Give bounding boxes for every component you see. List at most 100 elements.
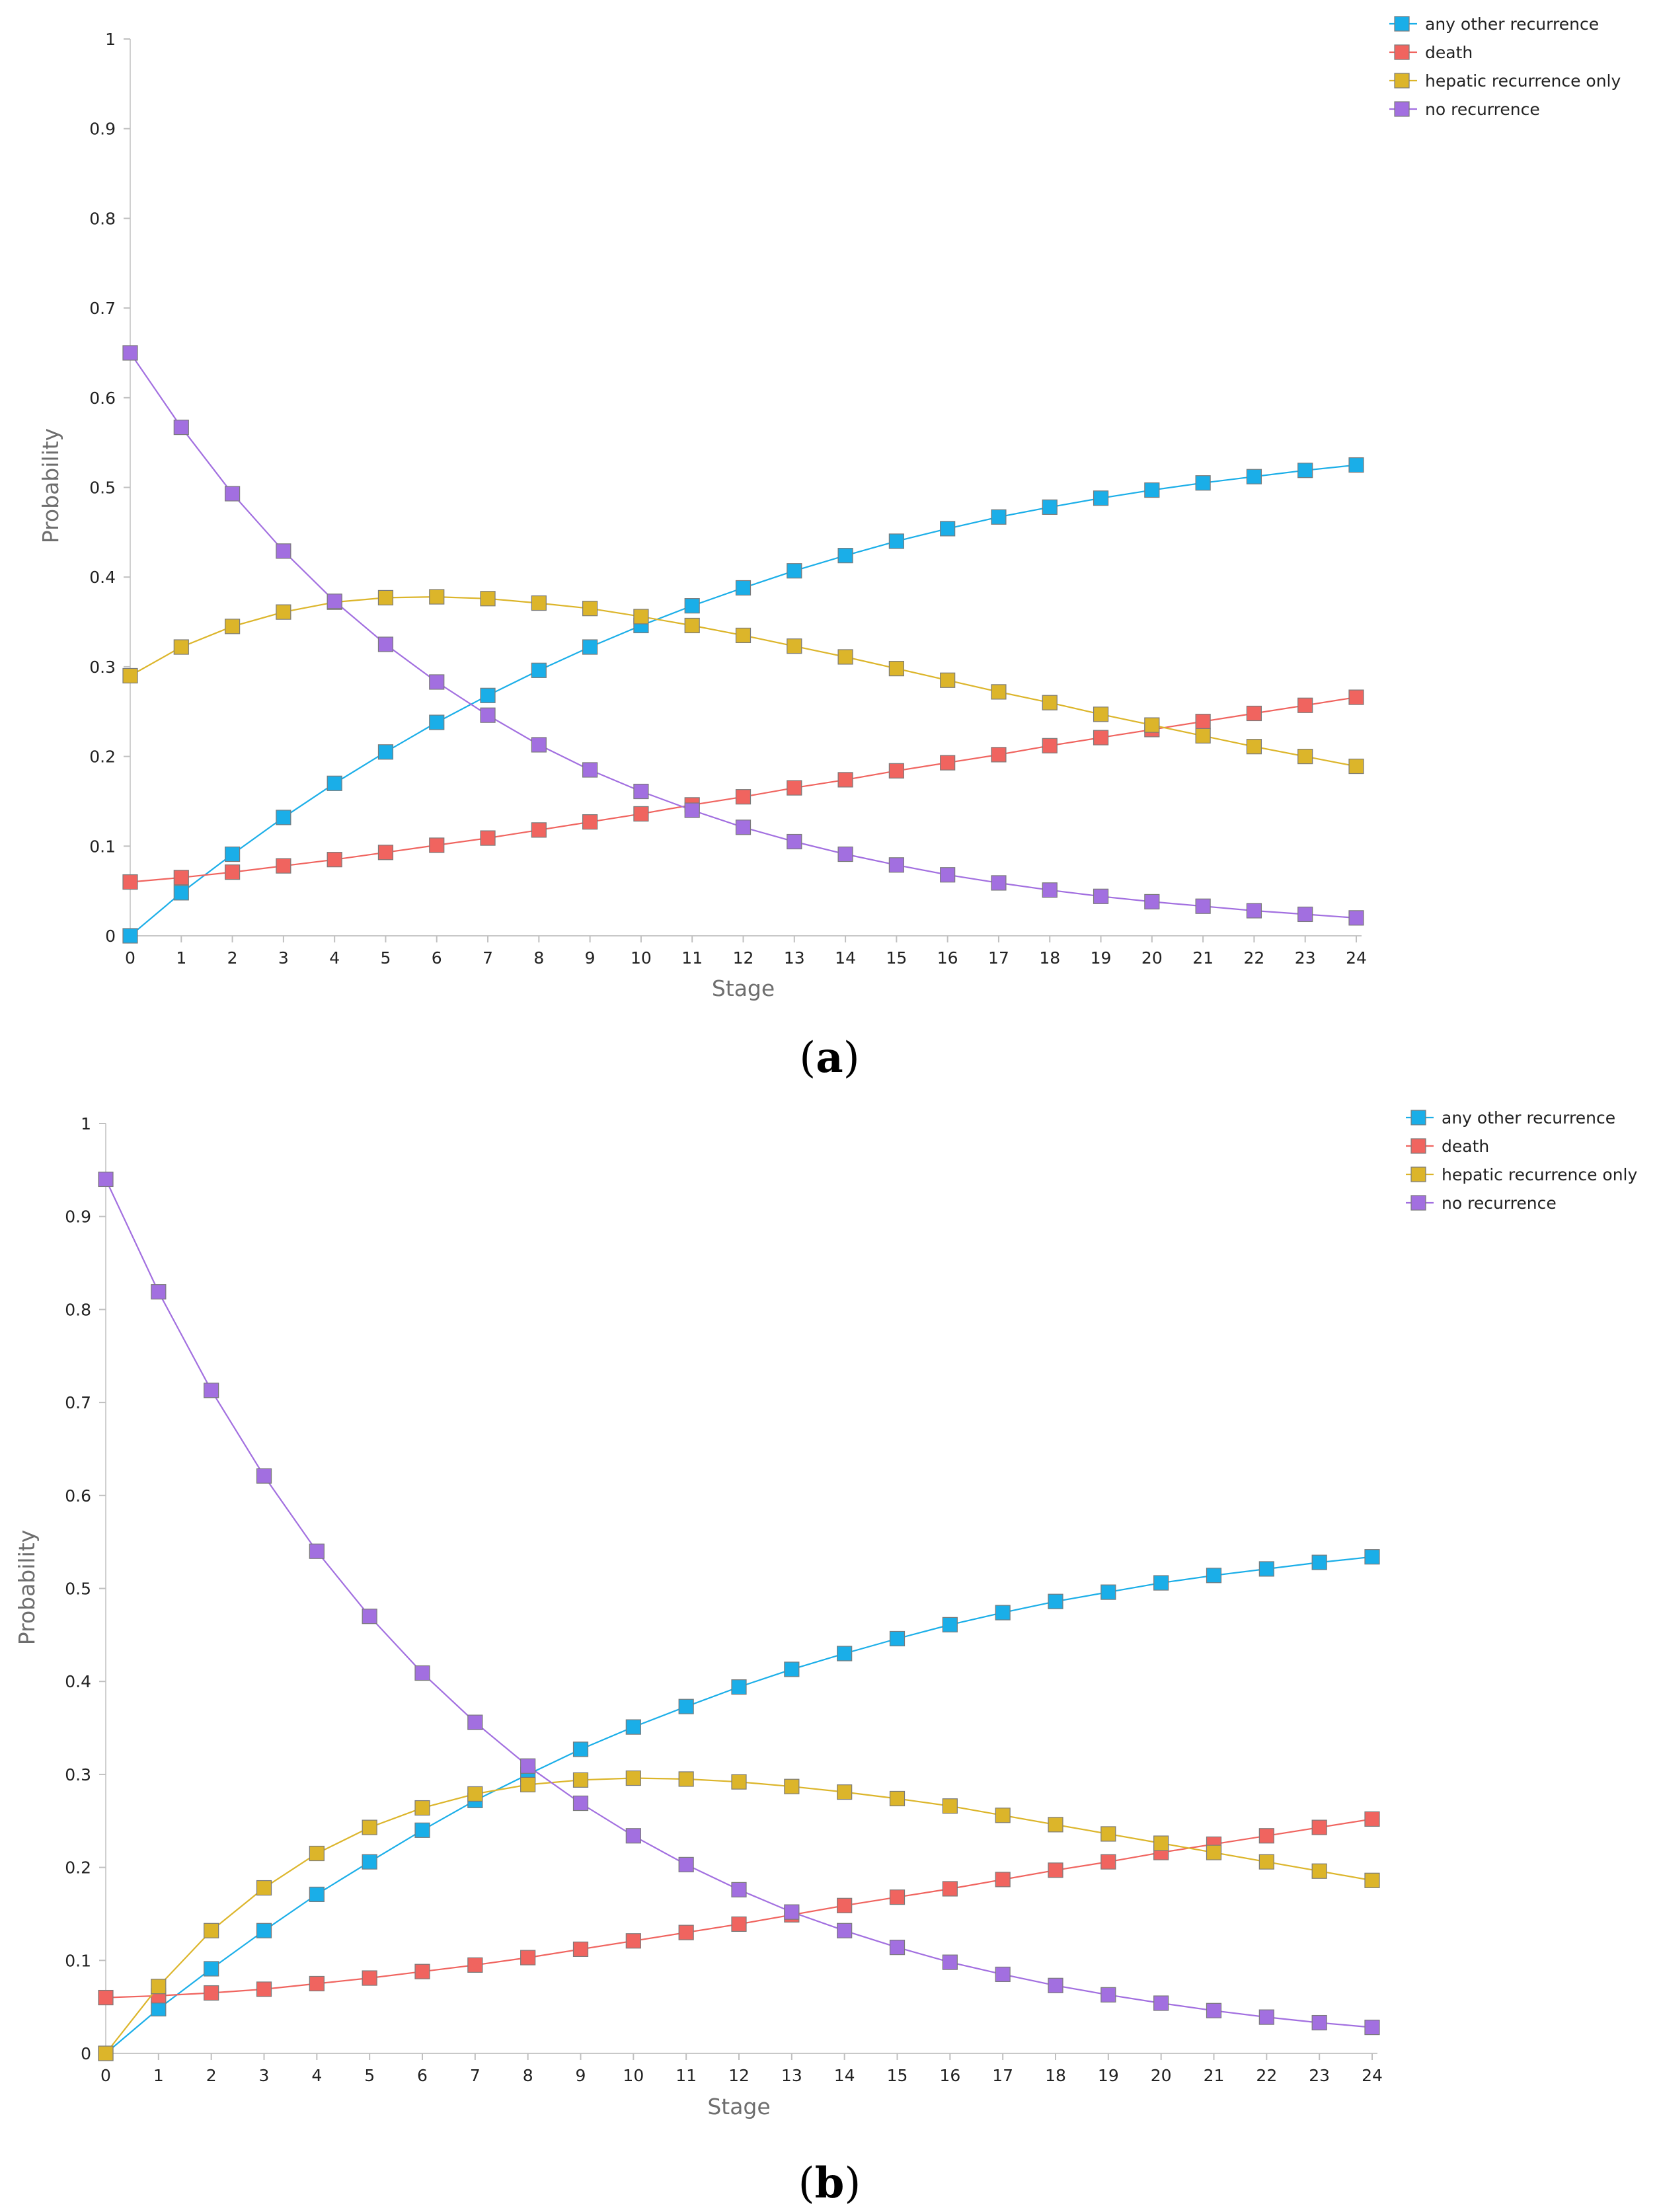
data-point-marker: [362, 1819, 377, 1835]
x-tick-label: 5: [364, 2066, 375, 2085]
legend-label: hepatic recurrence only: [1425, 71, 1621, 91]
y-tick-label: 0.4: [89, 568, 116, 587]
data-point-marker: [1100, 1854, 1116, 1870]
data-point-marker: [1093, 706, 1109, 722]
data-point-marker: [784, 1661, 800, 1677]
x-tick-label: 9: [576, 2066, 586, 2085]
y-tick-label: 0: [105, 927, 116, 946]
data-point-marker: [735, 820, 752, 835]
x-tick-label: 4: [311, 2066, 322, 2085]
data-point-marker: [837, 1897, 853, 1913]
data-point-marker: [1093, 490, 1109, 506]
data-point-marker: [1246, 739, 1262, 755]
data-point-marker: [1258, 1561, 1274, 1577]
data-point-marker: [377, 636, 394, 652]
data-point-marker: [173, 885, 189, 901]
x-tick-label: 16: [939, 2066, 960, 2085]
data-point-marker: [276, 858, 291, 874]
x-tick-label: 3: [278, 948, 289, 968]
data-point-marker: [377, 845, 394, 860]
y-tick-label: 0.2: [89, 747, 116, 767]
data-point-marker: [735, 580, 752, 596]
data-point-marker: [1195, 728, 1211, 744]
x-tick-label: 23: [1295, 948, 1316, 968]
data-point-marker: [531, 737, 547, 753]
legend-label: any other recurrence: [1442, 1108, 1615, 1127]
data-point-marker: [480, 591, 496, 607]
data-point-marker: [991, 684, 1007, 700]
data-point-marker: [1042, 738, 1058, 753]
y-tick-label: 0.9: [65, 1207, 91, 1227]
data-point-marker: [520, 1950, 536, 1965]
chart-a: 00.10.20.30.40.50.60.70.80.910 1 2 3 4 5 6 7 8 9 1…: [38, 15, 1621, 1001]
data-point-marker: [572, 1741, 589, 1757]
data-point-marker: [327, 775, 342, 791]
data-point-marker: [1246, 903, 1262, 919]
data-point-marker: [429, 589, 445, 605]
data-point-marker: [1258, 2009, 1274, 2025]
data-point-marker: [1144, 482, 1160, 498]
data-point-marker: [1311, 2014, 1327, 2031]
data-point-marker: [1042, 882, 1058, 898]
data-point-marker: [731, 1916, 747, 1932]
data-point-marker: [787, 833, 802, 850]
x-tick-label: 20: [1151, 2066, 1172, 2085]
data-point-marker: [684, 598, 700, 614]
data-point-marker: [467, 1786, 483, 1802]
data-point-marker: [122, 874, 138, 890]
data-point-marker: [1206, 1568, 1222, 1583]
data-point-marker: [991, 509, 1007, 525]
data-point-marker: [582, 639, 598, 655]
data-point-marker: [1048, 1817, 1063, 1833]
data-point-marker: [256, 1468, 272, 1484]
data-point-marker: [633, 609, 649, 625]
x-tick-label: 24: [1346, 948, 1367, 968]
data-point-marker: [633, 806, 649, 822]
data-point-marker: [151, 1284, 167, 1300]
data-point-marker: [224, 846, 241, 862]
data-point-marker: [837, 846, 853, 862]
x-tick-label: 24: [1362, 2066, 1383, 2085]
y-tick-label: 0.7: [65, 1393, 91, 1412]
data-point-marker: [1144, 717, 1160, 733]
data-point-marker: [480, 830, 496, 846]
data-point-marker: [837, 772, 853, 788]
legend-item: hepatic recurrence only: [1389, 71, 1621, 91]
data-point-marker: [995, 1808, 1011, 1823]
x-tick-label: 22: [1244, 948, 1265, 968]
data-point-marker: [678, 1698, 694, 1714]
y-tick-label: 0.1: [65, 1951, 91, 1970]
data-point-marker: [991, 875, 1007, 891]
legend-label: no recurrence: [1442, 1194, 1557, 1213]
x-tick-label: 14: [834, 2066, 855, 2085]
data-point-marker: [204, 1383, 219, 1398]
x-tick-label: 12: [733, 948, 754, 968]
data-point-marker: [633, 783, 649, 800]
data-point-marker: [309, 1845, 325, 1862]
data-point-marker: [1206, 2002, 1222, 2018]
legend-marker: [1394, 73, 1410, 89]
legend-marker: [1410, 1110, 1426, 1125]
series-hepatic-recurrence-only: [122, 589, 1364, 775]
data-point-marker: [995, 1966, 1011, 1983]
x-tick-label: 14: [835, 948, 856, 968]
data-point-marker: [1297, 748, 1313, 765]
data-point-marker: [940, 867, 956, 883]
legend-marker: [1410, 1166, 1426, 1182]
data-point-marker: [837, 1923, 853, 1938]
data-point-marker: [414, 1800, 430, 1816]
legend-item: no recurrence: [1406, 1194, 1557, 1213]
data-point-marker: [837, 649, 853, 665]
data-point-marker: [204, 1961, 219, 1977]
data-point-marker: [327, 593, 342, 609]
chart-b: 00.10.20.30.40.50.60.70.80.910 1 2 3 4 5 6 7 8 9 1…: [14, 1108, 1638, 2119]
data-point-marker: [1348, 758, 1364, 775]
x-tick-label: 10: [623, 2066, 644, 2085]
x-tick-label: 1: [153, 2066, 164, 2085]
data-point-marker: [377, 590, 394, 606]
x-tick-label: 22: [1256, 2066, 1277, 2085]
data-point-marker: [327, 852, 342, 868]
panel-label-paren-close: ): [844, 2159, 861, 2208]
series-death: [98, 1811, 1380, 2006]
